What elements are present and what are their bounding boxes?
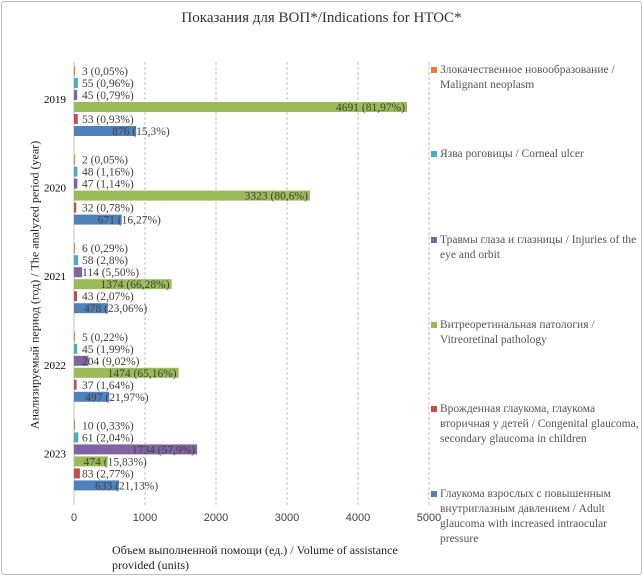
legend-swatch [431,151,437,157]
data-label: 478 (23,06%) [84,303,147,315]
y-tick-label: 2019 [44,94,67,106]
bar [74,166,78,177]
y-tick-label: 2022 [44,360,66,372]
legend-label: Витреоретинальная патология / Vitreoreti… [440,319,595,346]
data-label: 204 (9,02%) [82,356,140,368]
bar [74,178,78,189]
data-label: 633 (21,13%) [95,480,158,492]
bar [74,90,78,100]
x-tick-label: 4000 [346,512,370,524]
data-label: 2 (0,05%) [82,155,128,167]
legend-swatch [431,237,437,243]
x-axis-title: Объем выполненной помощи (ед.) / Volume … [112,543,398,572]
bar [74,255,79,266]
legend-item: Витреоретинальная патология / Vitreoreti… [431,318,640,348]
bar [74,355,89,366]
x-tick-label: 2000 [204,512,228,524]
bar [74,202,77,213]
bar [74,78,78,88]
y-tick-label: 2021 [44,271,66,283]
bar [74,343,78,354]
bar [74,154,75,165]
data-label: 47 (1,14%) [82,179,134,191]
chart-title: Показания для ВОП*/Indications for HTOC* [181,10,462,26]
data-label: 10 (0,33%) [82,420,134,432]
bar [74,291,78,302]
x-tick-label: 3000 [275,512,299,524]
bar [74,267,83,278]
x-tick-label: 5000 [417,512,441,524]
bar [74,303,108,314]
bar [74,126,137,136]
data-label: 83 (2,77%) [82,468,134,480]
bar [74,243,75,254]
bar [74,468,80,479]
data-label: 45 (0,79%) [82,90,134,102]
legend-label: Врожденная глаукома, глаукома вторичная … [440,403,639,445]
y-tick-label: 2023 [44,448,67,460]
legend-swatch [431,406,437,412]
x-tick-label: 0 [71,512,77,524]
bar [74,331,75,342]
legend-item: Злокачественное новообразование / Malign… [431,63,640,93]
legend-label: Злокачественное новообразование / Malign… [440,64,615,91]
data-label: 61 (2,04%) [82,432,134,444]
data-label: 48 (1,16%) [82,167,134,179]
data-label: 53 (0,93%) [82,114,134,126]
data-label: 45 (1,99%) [82,344,134,356]
x-tick-label: 1000 [133,512,157,524]
legend-item: Язва роговицы / Corneal ulcer [431,147,640,162]
data-label: 3 (0,05%) [82,66,128,78]
data-label: 5 (0,22%) [82,332,128,344]
data-label: 1374 (66,28%) [101,279,170,291]
bar [74,190,310,201]
data-label: 3323 (80,6%) [245,191,308,203]
bar [74,480,119,491]
data-label: 1474 (65,16%) [108,368,177,380]
data-label: 497 (21,97%) [85,392,148,404]
data-label: 32 (0,78%) [82,203,134,215]
legend-swatch [431,322,437,328]
legend-item: Глаукома взрослых с повышенным внутригла… [431,487,640,547]
bar [74,444,198,455]
y-tick-label: 2020 [44,183,67,195]
bar [74,279,172,290]
data-label: 37 (1,64%) [82,380,134,392]
data-label: 1734 (57,9%) [132,444,195,456]
y-axis-title: Анализируемый период (год) / The analyze… [27,140,42,430]
data-label: 114 (5,50%) [82,267,139,279]
data-label: 58 (2,8%) [82,255,128,267]
legend-label: Травмы глаза и глазницы / Injuries of th… [440,234,637,261]
bar [74,379,77,390]
data-label: 474 (15,83%) [84,456,147,468]
bar [74,456,108,467]
data-label: 43 (2,07%) [82,291,134,303]
bar [74,114,78,124]
bar [74,102,408,112]
bar [74,432,79,443]
bar [74,420,75,431]
data-label: 671 (16,27%) [98,215,161,227]
legend-item: Травмы глаза и глазницы / Injuries of th… [431,233,640,263]
data-label: 6 (0,29%) [82,243,128,255]
data-label: 55 (0,96%) [82,78,134,90]
data-label: 4691 (81,97%) [336,102,405,114]
legend-swatch [431,491,437,497]
bar [74,391,110,402]
bar [74,66,75,76]
data-label: 876 (15,3%) [112,126,170,138]
legend-item: Врожденная глаукома, глаукома вторичная … [431,402,640,447]
legend-label: Язва роговицы / Corneal ulcer [440,148,584,160]
legend-swatch [431,67,437,73]
bar [74,367,179,378]
bar [74,214,122,225]
legend-label: Глаукома взрослых с повышенным внутригла… [440,488,611,545]
